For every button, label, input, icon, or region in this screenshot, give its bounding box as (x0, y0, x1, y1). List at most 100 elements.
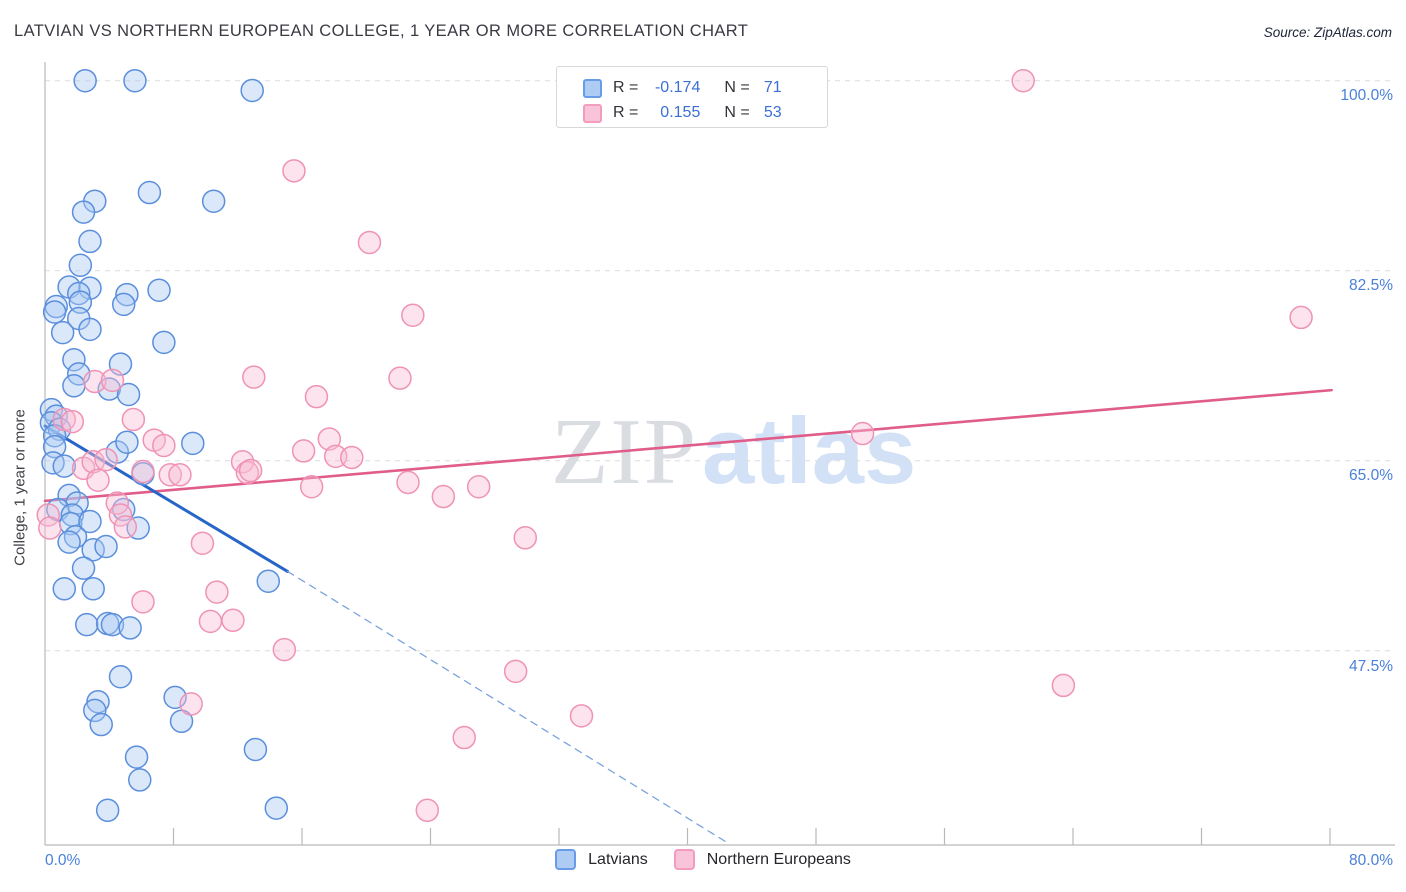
latvians-trend-line (43, 424, 290, 573)
r-value-latvians: -0.174 (654, 79, 701, 96)
northern-europeans-data-point (466, 475, 491, 499)
northern-europeans-swatch-icon (583, 103, 602, 123)
northern-europeans-data-point (221, 608, 245, 633)
latvians-data-point (78, 276, 102, 300)
legend-label-latvians: Latvians (588, 850, 648, 868)
latvians-data-point (95, 798, 120, 823)
northern-europeans-data-point (83, 369, 107, 394)
northern-europeans-data-point (299, 475, 324, 499)
northern-europeans-data-point (850, 421, 875, 446)
latvians-data-point (100, 612, 125, 637)
northern-europeans-data-point (152, 433, 176, 458)
latvians-data-point (57, 530, 81, 554)
latvians-swatch-icon (583, 78, 602, 98)
latvians-data-point (73, 68, 97, 93)
northern-europeans-data-point (60, 409, 85, 434)
latvians-data-point (52, 454, 77, 478)
x-tick-label-0: 0.0% (45, 852, 81, 869)
northern-europeans-data-point (198, 609, 223, 634)
northern-europeans-data-point (272, 637, 297, 662)
latvians-data-point (78, 509, 102, 534)
r-label: R = (613, 104, 639, 121)
r-value-northern-europeans: 0.155 (660, 104, 701, 121)
latvians-data-point (62, 374, 86, 398)
n-value-northern-europeans: 53 (763, 104, 782, 121)
northern-europeans-data-point (304, 384, 329, 409)
northern-europeans-data-point (190, 531, 215, 555)
latvians-data-point (240, 78, 264, 103)
northern-europeans-data-point (291, 439, 316, 463)
latvians-data-point (152, 330, 176, 355)
latvians-data-point (89, 712, 113, 737)
latvians-data-point (115, 430, 139, 454)
latvians-data-point (52, 577, 77, 601)
northern-europeans-data-point (340, 445, 364, 470)
northern-europeans-data-point (282, 159, 306, 183)
latvians-data-point (78, 317, 102, 342)
northern-europeans-data-point (168, 463, 192, 487)
latvians-data-point (62, 347, 86, 372)
y-tick-label-82-5: 82.5% (1349, 277, 1393, 294)
x-tick-label-80: 80.0% (1349, 852, 1393, 869)
northern-europeans-data-point (38, 516, 62, 540)
legend-row-northern-europeans: R = 0.155 N = 53 (583, 101, 827, 125)
northern-europeans-data-point (503, 659, 528, 684)
latvians-swatch-icon (555, 849, 577, 870)
northern-europeans-data-point (1011, 68, 1035, 93)
northern-europeans-swatch-icon (673, 849, 695, 870)
latvians-data-point (71, 556, 96, 580)
northern-europeans-data-point (52, 407, 77, 432)
northern-europeans-data-point (86, 468, 110, 492)
latvians-data-point (94, 534, 118, 559)
latvians-data-point (256, 569, 281, 593)
northern-europeans-data-point (357, 230, 382, 255)
latvians-data-point (147, 278, 171, 302)
northern-europeans-data-point (513, 526, 538, 550)
latvians-data-point (116, 382, 141, 407)
northern-europeans-data-point (158, 463, 183, 487)
watermark-atlas-text: atlas (702, 398, 917, 503)
latvians-data-point (137, 180, 162, 205)
northern-europeans-data-point (179, 692, 203, 716)
latvians-data-point (81, 577, 105, 601)
n-label: N = (724, 104, 750, 121)
legend-row-latvians: R = -0.174 N = 71 (583, 76, 827, 100)
r-label: R = (613, 79, 639, 96)
latvians-data-point (68, 253, 93, 278)
northern-europeans-data-point (415, 798, 440, 823)
y-tick-label-100: 100.0% (1340, 87, 1393, 104)
latvians-trend-line-extrapolated (286, 570, 729, 844)
y-tick-label-47-5: 47.5% (1349, 658, 1393, 675)
northern-europeans-data-point (131, 459, 155, 484)
northern-europeans-data-point (388, 366, 412, 390)
latvians-data-point (75, 612, 99, 637)
northern-europeans-data-point (452, 725, 476, 750)
northern-europeans-data-point (1289, 305, 1313, 330)
northern-europeans-data-point (569, 704, 594, 728)
latvians-data-point (42, 300, 67, 324)
latvians-data-point (181, 431, 205, 456)
northern-europeans-data-point (242, 365, 266, 389)
n-value-latvians: 71 (763, 79, 782, 96)
y-tick-label-65: 65.0% (1349, 467, 1393, 484)
zipatlas-watermark: ZIPatlas (551, 404, 916, 500)
latvians-data-point (118, 616, 142, 640)
northern-europeans-data-point (100, 368, 125, 393)
latvians-data-point (108, 664, 133, 689)
northern-europeans-data-point (121, 407, 146, 432)
latvians-data-point (128, 768, 152, 792)
northern-europeans-data-point (94, 447, 118, 472)
northern-europeans-data-point (431, 484, 456, 509)
latvians-data-point (243, 737, 268, 762)
latvians-data-point (123, 68, 147, 93)
northern-europeans-data-point (401, 303, 425, 327)
northern-europeans-data-point (131, 590, 155, 614)
latvians-data-point (78, 229, 102, 254)
n-label: N = (724, 79, 750, 96)
latvians-data-point (111, 292, 136, 317)
northern-europeans-data-point (205, 580, 229, 604)
northern-europeans-trend-line (43, 388, 1333, 503)
legend-item-northern-europeans: Northern Europeans (673, 849, 851, 870)
